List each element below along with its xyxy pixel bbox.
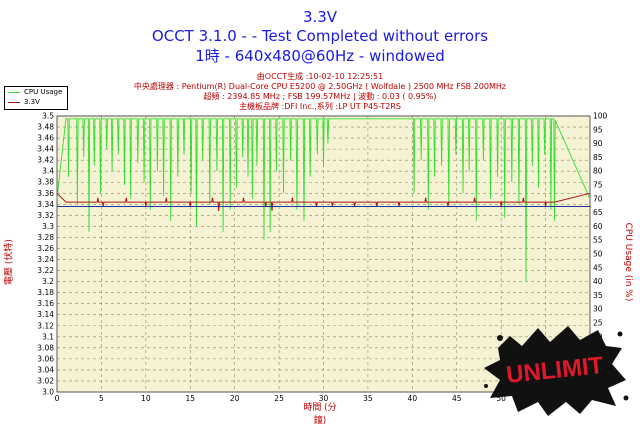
y2-axis-label: CPU Usage (in %) (623, 222, 633, 302)
y2-tick-label: 65 (593, 208, 603, 217)
y2-tick-label: 30 (593, 305, 603, 314)
y-tick-label: 3.16 (37, 299, 54, 308)
y-tick-label: 3.04 (37, 365, 54, 374)
y-tick-label: 3.36 (37, 189, 54, 198)
x-tick-label: 20 (230, 394, 240, 403)
y2-tick-label: 50 (593, 250, 603, 259)
y-tick-label: 3.06 (37, 354, 54, 363)
y-tick-label: 3.3 (42, 222, 54, 231)
y2-tick-label: 75 (593, 181, 603, 190)
y-tick-label: 3.46 (37, 134, 54, 143)
x-tick-label: 30 (319, 394, 329, 403)
y2-tick-label: 45 (593, 263, 603, 272)
y-tick-label: 3.0 (42, 388, 54, 397)
x-tick-label: 35 (363, 394, 373, 403)
y-tick-label: 3.02 (37, 376, 54, 385)
chart-subtitle: OCCT 3.1.0 - - Test Completed without er… (151, 27, 489, 45)
y-tick-label: 3.38 (37, 178, 54, 187)
legend-label-voltage: 3.3V (24, 98, 40, 106)
y-tick-label: 3.1 (42, 332, 54, 341)
y2-tick-label: 100 (593, 112, 608, 121)
x-tick-label: 45 (452, 394, 462, 403)
y-tick-label: 3.32 (37, 211, 54, 220)
legend-swatch-cpu (8, 92, 20, 93)
y-tick-label: 3.26 (37, 244, 54, 253)
y-tick-label: 3.34 (37, 200, 54, 209)
y-tick-label: 3.42 (37, 156, 54, 165)
y-tick-label: 3.22 (37, 266, 54, 275)
legend-item-voltage: 3.3V (5, 97, 67, 107)
x-tick-label: 50 (496, 394, 506, 403)
series-line-cpu-usage (56, 118, 591, 282)
y-tick-label: 3.12 (37, 321, 54, 330)
chart-title: 3.3V (302, 8, 338, 26)
y2-tick-label: 60 (593, 222, 603, 231)
y-tick-label: 3.28 (37, 233, 54, 242)
legend-swatch-voltage (8, 102, 20, 103)
y2-tick-label: 70 (593, 194, 603, 203)
y2-tick-label: 25 (593, 319, 603, 328)
y2-tick-label: 40 (593, 277, 603, 286)
y2-tick-label: 80 (593, 167, 603, 176)
y2-tick-label: 85 (593, 153, 603, 162)
y2-tick-label: 90 (593, 139, 603, 148)
x-axis-label: 時間 (分鐘) (303, 403, 337, 426)
y-tick-label: 3.5 (42, 112, 54, 121)
y-tick-label: 3.14 (37, 310, 54, 319)
x-tick-label: 25 (274, 394, 284, 403)
legend-label-cpu: CPU Usage (24, 88, 63, 96)
y-tick-label: 3.44 (37, 145, 54, 154)
info-clock: 超頻 : 2394.85 MHz ; FSB 199.57MHz | 波動 : … (203, 92, 437, 101)
y2-tick-label: 35 (593, 291, 603, 300)
y-axis-label: 電壓 (伏特) (4, 239, 15, 285)
y-tick-label: 3.2 (42, 277, 54, 286)
info-generated: 由OCCT生成 :10-02-10 12:25:51 (256, 72, 384, 81)
y-tick-label: 3.24 (37, 255, 54, 264)
y2-tick-label: 95 (593, 125, 603, 134)
chart-mode: 1時 - 640x480@60Hz - windowed (195, 47, 445, 65)
y-tick-label: 3.08 (37, 343, 54, 352)
x-tick-label: 40 (408, 394, 418, 403)
y-tick-label: 3.4 (42, 167, 54, 176)
x-tick-label: 15 (185, 394, 195, 403)
chart-legend: CPU Usage 3.3V (4, 86, 68, 110)
y-tick-label: 3.18 (37, 288, 54, 297)
info-cpu: 中央處理器 : Pentium(R) Dual-Core CPU E5200 @… (133, 82, 507, 91)
x-tick-label: 5 (99, 394, 104, 403)
legend-item-cpu: CPU Usage (5, 87, 67, 97)
info-board: 主機板品牌 :DFI Inc.,系列 :LP UT P45-T2RS (239, 102, 401, 111)
plot-frame (56, 115, 591, 393)
x-tick-label: 0 (55, 394, 60, 403)
unlimit-logo: UNLIMIT (484, 326, 629, 416)
y2-tick-label: 55 (593, 236, 603, 245)
x-tick-label: 10 (141, 394, 151, 403)
y-tick-label: 3.48 (37, 123, 54, 132)
